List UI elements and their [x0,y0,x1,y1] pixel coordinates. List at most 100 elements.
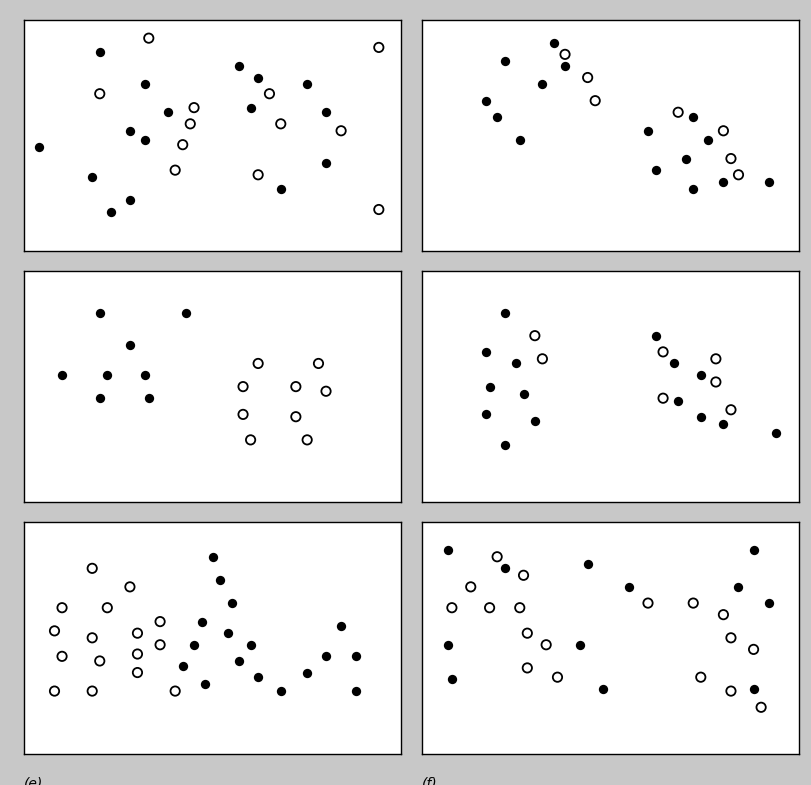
Point [498,306,511,319]
Point [747,682,760,695]
Point [131,627,144,640]
Point [312,357,325,370]
Point [176,659,189,672]
Point [221,627,234,640]
Point [86,171,99,184]
Point [290,411,303,423]
Point [350,685,363,697]
Point [350,650,363,663]
Point [649,330,662,342]
Point [290,380,303,392]
Point [320,157,333,170]
Point [244,433,257,446]
Point [642,125,654,137]
Point [187,638,200,651]
Point [274,685,287,697]
Point [233,655,246,667]
Point [754,701,767,714]
Point [581,557,594,570]
Point [101,369,114,382]
Point [153,638,166,651]
Point [717,608,730,621]
Point [687,111,700,123]
Point [176,138,189,151]
Point [517,387,530,400]
Point [483,380,496,392]
Point [214,574,227,586]
Point [372,41,385,53]
Point [139,133,152,146]
Point [536,78,549,91]
Point [479,408,492,421]
Point [48,625,61,637]
Point [123,338,136,351]
Point [131,666,144,679]
Point [672,394,684,407]
Point [445,601,458,614]
Point [483,601,496,614]
Text: (b): (b) [422,275,441,288]
Point [687,597,700,609]
Text: (c): (c) [24,526,43,539]
Point [547,36,560,49]
Point [131,648,144,660]
Point [657,345,670,358]
Point [142,392,155,404]
Point [251,671,264,684]
Point [559,60,572,72]
Point [55,650,68,663]
Point [93,655,106,667]
Point [251,169,264,181]
Point [668,357,681,370]
Point [142,32,155,45]
Point [521,662,534,674]
Point [86,631,99,644]
Point [372,203,385,216]
Point [251,357,264,370]
Point [770,427,783,440]
Point [529,415,542,428]
Point [442,543,455,556]
Point [717,176,730,188]
Text: (f): (f) [422,777,437,785]
Point [139,78,152,91]
Point [169,164,182,177]
Point [657,392,670,404]
Point [153,615,166,628]
Point [93,46,106,58]
Point [762,597,775,609]
Point [274,118,287,130]
Point [694,671,707,684]
Point [732,581,745,593]
Point [48,685,61,697]
Text: (a): (a) [24,275,44,288]
Point [274,182,287,195]
Point [86,562,99,575]
Point [251,71,264,84]
Point [169,685,182,697]
Point [479,345,492,358]
Point [244,638,257,651]
Point [233,60,246,72]
Point [123,194,136,206]
Point [237,408,250,421]
Point [539,638,552,651]
Point [55,369,68,382]
Point [180,306,193,319]
Point [301,78,314,91]
Point [184,118,197,130]
Point [93,306,106,319]
Point [747,543,760,556]
Point [732,169,745,181]
Point [442,638,455,651]
Point [710,352,723,365]
Point [724,631,737,644]
Point [301,433,314,446]
Point [702,133,714,146]
Text: (d): (d) [422,526,441,539]
Point [464,581,477,593]
Point [642,597,654,609]
Point [335,620,348,633]
Point [762,176,775,188]
Point [320,385,333,397]
